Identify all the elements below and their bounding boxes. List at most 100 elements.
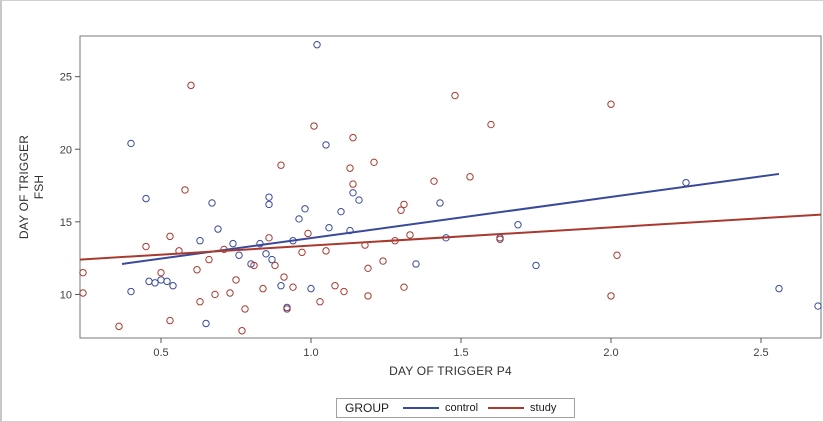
point-control-10 [208,199,216,207]
point-control-28 [325,223,333,232]
x-tick-label-2: 1.5 [453,347,468,359]
point-study-53 [607,292,615,300]
legend: GROUP control study [336,398,576,418]
point-study-38 [364,264,372,273]
point-study-50 [487,120,495,129]
fit-lines [79,172,822,265]
legend-swatch-control [403,407,440,409]
plot-area [79,35,822,339]
point-study-30 [316,298,324,306]
point-study-13 [211,290,219,299]
point-study-11 [196,298,204,306]
point-study-22 [271,261,279,270]
point-study-15 [226,289,234,297]
point-control-12 [229,239,237,248]
point-study-46 [406,231,414,239]
point-study-49 [466,173,474,181]
point-study-28 [304,229,312,238]
point-study-19 [250,261,258,270]
point-control-30 [346,226,354,235]
point-study-24 [280,273,288,281]
point-control-18 [265,200,273,209]
x-tick-label-1: 1.0 [303,347,318,359]
legend-swatch-study [488,407,525,409]
point-control-13 [235,251,243,259]
data-points [79,41,822,335]
point-study-25 [283,305,291,313]
point-control-39 [682,178,690,187]
point-control-38 [532,261,540,270]
point-study-44 [400,200,408,209]
y-axis-title-line-1: DAY OF TRIGGER [17,135,31,239]
point-control-40 [775,284,783,293]
point-study-6 [166,316,174,325]
point-study-21 [265,234,273,242]
point-control-4 [151,279,159,287]
point-study-3 [142,242,150,251]
point-control-16 [262,250,270,258]
point-study-45 [400,283,408,291]
point-study-8 [181,186,189,194]
y-axis-ticks: 10 15 20 25 [60,72,80,301]
legend-item-study: study [488,402,556,414]
legend-item-control: control [403,402,478,414]
point-control-23 [295,215,303,223]
point-control-6 [163,277,171,286]
legend-label-study: study [530,402,557,414]
point-study-51 [496,235,504,243]
point-study-17 [238,327,246,335]
point-study-27 [298,248,306,257]
legend-label-control: control [445,402,479,414]
point-control-20 [277,282,285,290]
point-control-29 [337,207,345,216]
point-study-34 [346,164,354,172]
x-tick-label-0: 0.5 [153,347,168,359]
x-tick-label-3: 2.0 [603,347,618,359]
point-study-32 [331,282,339,290]
x-axis-ticks: 0.5 1.0 1.5 2.0 2.5 [153,338,769,359]
point-study-0 [79,268,87,277]
point-study-33 [340,287,348,296]
point-control-11 [214,225,222,233]
point-study-12 [205,255,213,264]
y-tick-label-2: 20 [60,144,72,156]
fit-line-control [121,172,780,265]
y-tick-label-3: 25 [60,72,72,84]
point-control-27 [322,141,330,149]
point-study-39 [364,292,372,300]
point-control-1 [127,287,135,296]
point-study-35 [349,180,357,188]
point-study-4 [157,268,165,277]
point-control-31 [349,189,357,197]
point-control-25 [307,284,315,293]
point-study-26 [289,283,297,291]
point-study-43 [397,206,405,214]
fit-line-study [79,213,822,261]
point-study-9 [187,81,195,90]
point-study-31 [322,247,330,255]
point-control-0 [127,139,135,148]
point-control-5 [157,276,165,284]
point-control-3 [145,277,153,286]
point-study-5 [166,232,174,241]
point-control-33 [412,260,420,268]
point-control-19 [268,255,276,264]
point-study-20 [259,284,267,293]
point-study-52 [607,100,615,108]
point-study-2 [115,322,123,331]
y-axis-title-line-2: FSH [32,175,46,200]
point-control-7 [169,282,177,290]
point-study-40 [370,158,378,167]
y-tick-label-1: 15 [60,217,72,229]
point-study-23 [277,161,285,169]
x-axis-title: DAY OF TRIGGER P4 [389,364,512,378]
point-control-8 [196,237,204,245]
point-control-37 [514,221,522,229]
point-control-9 [202,319,210,328]
x-tick-label-4: 2.5 [753,347,768,359]
point-study-54 [613,251,621,259]
point-control-2 [142,194,150,203]
point-study-1 [79,289,87,297]
point-study-47 [430,177,438,185]
